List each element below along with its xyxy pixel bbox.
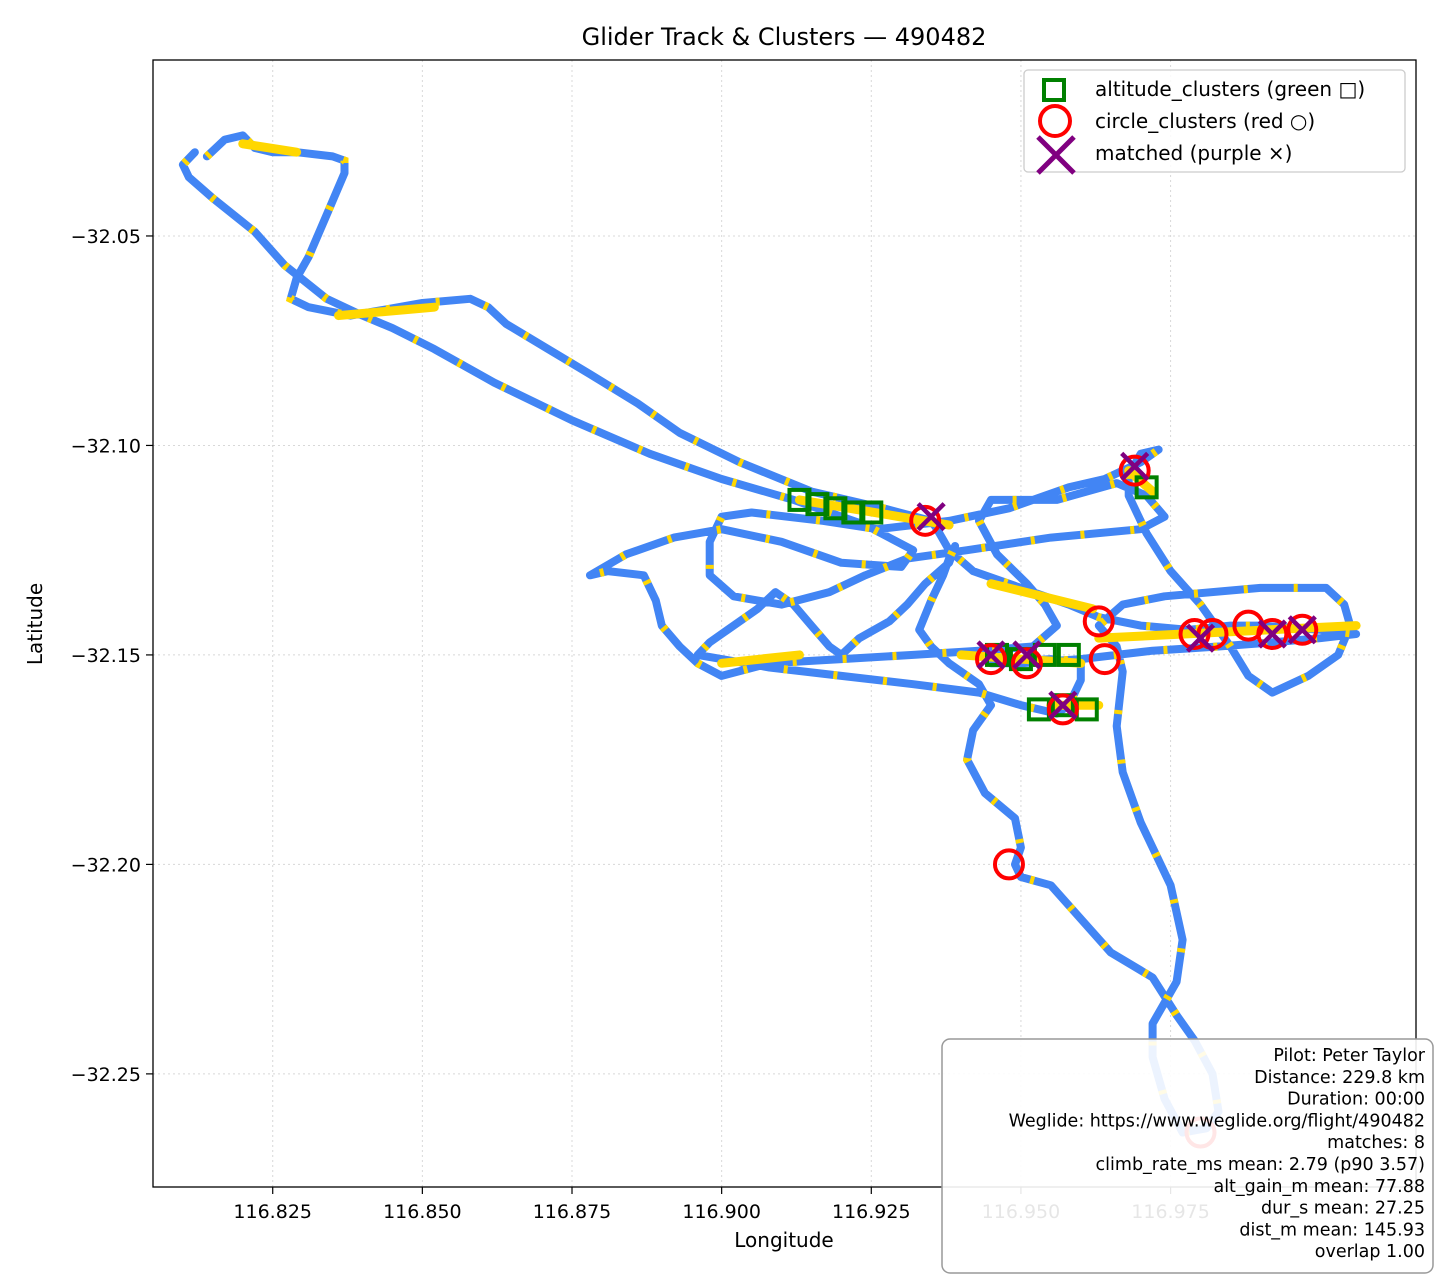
info-line: climb_rate_ms mean: 2.79 (p90 3.57): [1096, 1155, 1425, 1175]
altitude-cluster-marker: [859, 500, 884, 525]
circle-cluster-marker: [1010, 647, 1043, 680]
legend-label-altitude: altitude_clusters (green □): [1095, 77, 1365, 101]
grid: [153, 60, 1416, 1187]
matched-marker: [1120, 451, 1150, 481]
info-line: alt_gain_m mean: 77.88: [1213, 1177, 1425, 1197]
matched-marker-stroke: [1287, 615, 1317, 645]
y-tick-label: −32.25: [71, 1064, 141, 1086]
y-axis: −32.05 −32.10 −32.15 −32.20 −32.25: [71, 226, 153, 1086]
altitude-cluster-marker: [823, 496, 848, 521]
y-tick-label: −32.10: [71, 435, 141, 457]
legend-label-matched: matched (purple ×): [1095, 141, 1292, 165]
x-tick-label: 116.900: [682, 1201, 761, 1223]
altitude-cluster-marker: [1056, 642, 1081, 667]
matched-marker: [1257, 619, 1287, 649]
legend-x-marker: [1036, 135, 1076, 175]
info-line: dur_s mean: 27.25: [1261, 1199, 1425, 1219]
circle-cluster-marker: [1046, 693, 1079, 726]
circle-cluster-marker: [1082, 605, 1115, 638]
info-line: Pilot: Peter Taylor: [1273, 1046, 1425, 1066]
legend-label-circle: circle_clusters (red ○): [1095, 109, 1315, 133]
circle-cluster-marker: [1178, 617, 1211, 650]
info-line: matches: 8: [1327, 1133, 1425, 1153]
x-tick-label: 116.925: [832, 1201, 911, 1223]
highlight-run: [986, 579, 1098, 614]
legend: altitude_clusters (green □) circle_clust…: [1023, 69, 1406, 175]
circle-cluster-marker: [1256, 617, 1289, 650]
altitude-cluster-marker: [1032, 642, 1057, 667]
matched-marker-stroke: [916, 502, 946, 532]
altitude-cluster-marker: [787, 487, 812, 512]
x-tick-label: 116.825: [233, 1201, 312, 1223]
info-line: Weglide: https://www.weglide.org/flight/…: [1009, 1111, 1425, 1131]
matched-marker-stroke: [1185, 623, 1216, 653]
matched-marker: [1012, 640, 1042, 670]
matched-marker-stroke: [976, 640, 1006, 670]
x-tick-label: 116.875: [533, 1201, 612, 1223]
matched-marker: [1185, 623, 1216, 653]
circle-cluster-marker: [1088, 643, 1121, 676]
y-tick-label: −32.05: [71, 226, 141, 248]
matched-marker-stroke: [1120, 451, 1150, 481]
info-line: Duration: 00:00: [1287, 1090, 1425, 1110]
matched-marker-stroke: [1257, 619, 1287, 649]
legend-circle-marker: [1038, 104, 1072, 138]
chart-title: Glider Track & Clusters — 490482: [582, 23, 987, 51]
info-box-frame: [941, 1038, 1434, 1274]
highlight-run: [238, 139, 302, 157]
circle-cluster-marker: [975, 643, 1008, 676]
info-line: overlap 1.00: [1315, 1242, 1425, 1262]
legend-box: [1023, 69, 1406, 173]
highlight-run: [717, 650, 804, 668]
circle-cluster-marker: [909, 504, 942, 537]
matched-layer: [916, 451, 1317, 720]
matched-marker-stroke: [1048, 690, 1078, 720]
matched-marker: [916, 502, 946, 532]
x-tick-label: 116.850: [383, 1201, 462, 1223]
y-tick-label: −32.15: [71, 645, 141, 667]
legend-square-marker: [1042, 78, 1066, 102]
y-tick-label: −32.20: [71, 854, 141, 876]
circle-cluster-marker: [1118, 454, 1151, 487]
matched-marker: [976, 640, 1006, 670]
plot-frame: [152, 59, 1417, 1188]
circle-clusters-layer: [909, 454, 1319, 1149]
info-line: Distance: 229.8 km: [1254, 1068, 1425, 1088]
altitude-cluster-marker: [805, 492, 830, 517]
matched-marker: [1287, 615, 1317, 645]
altitude-cluster-marker: [841, 500, 866, 525]
highlight-run: [334, 302, 439, 321]
info-line: dist_m mean: 145.93: [1239, 1220, 1425, 1240]
matched-marker-stroke: [1012, 640, 1042, 670]
circle-cluster-marker: [992, 848, 1025, 881]
y-axis-label: Latitude: [23, 583, 47, 665]
x-axis-label: Longitude: [734, 1228, 833, 1252]
circle-cluster-marker: [1286, 613, 1319, 646]
matched-marker: [1048, 690, 1078, 720]
